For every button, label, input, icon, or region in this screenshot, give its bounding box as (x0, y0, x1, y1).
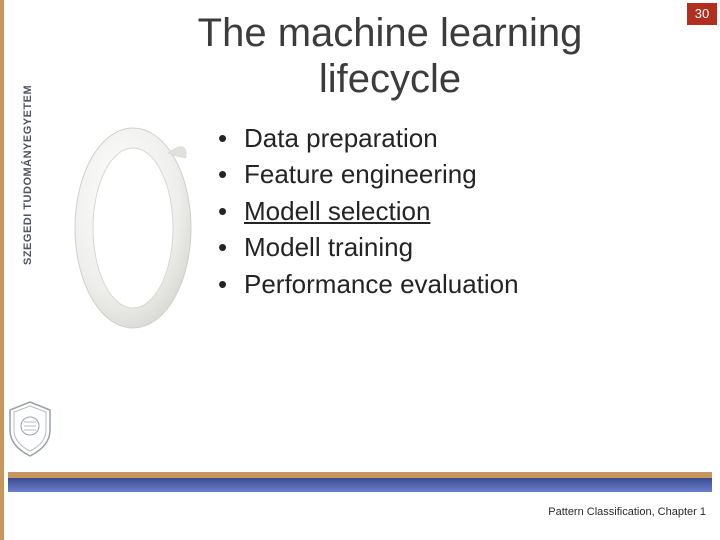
bullet-list: • Data preparation • Feature engineering… (218, 120, 519, 302)
bullet-text: Feature engineering (244, 156, 477, 192)
footer-text: Pattern Classification, Chapter 1 (548, 506, 706, 518)
university-seal-icon (6, 400, 54, 458)
bullet-text: Modell training (244, 229, 413, 265)
bullet-dot-icon: • (218, 266, 244, 302)
list-item: • Modell selection (218, 193, 519, 229)
list-item: • Performance evaluation (218, 266, 519, 302)
bullet-dot-icon: • (218, 193, 244, 229)
sidebar-stripe (0, 0, 4, 540)
bullet-dot-icon: • (218, 156, 244, 192)
left-sidebar: SZEGEDI TUDOMÁNYEGYETEM (0, 0, 54, 540)
list-item: • Data preparation (218, 120, 519, 156)
bullet-dot-icon: • (218, 229, 244, 265)
page-number: 30 (687, 3, 717, 25)
slide: SZEGEDI TUDOMÁNYEGYETEM 30 The machine l… (0, 0, 720, 540)
bullet-text: Data preparation (244, 120, 438, 156)
bullet-dot-icon: • (218, 120, 244, 156)
footer-bar (8, 472, 712, 492)
list-item: • Feature engineering (218, 156, 519, 192)
lifecycle-ring-icon (68, 118, 198, 338)
list-item: • Modell training (218, 229, 519, 265)
bullet-text: Performance evaluation (244, 266, 519, 302)
bullet-text: Modell selection (244, 193, 430, 229)
slide-title: The machine learning lifecycle (150, 10, 630, 102)
university-name: SZEGEDI TUDOMÁNYEGYETEM (22, 85, 34, 265)
